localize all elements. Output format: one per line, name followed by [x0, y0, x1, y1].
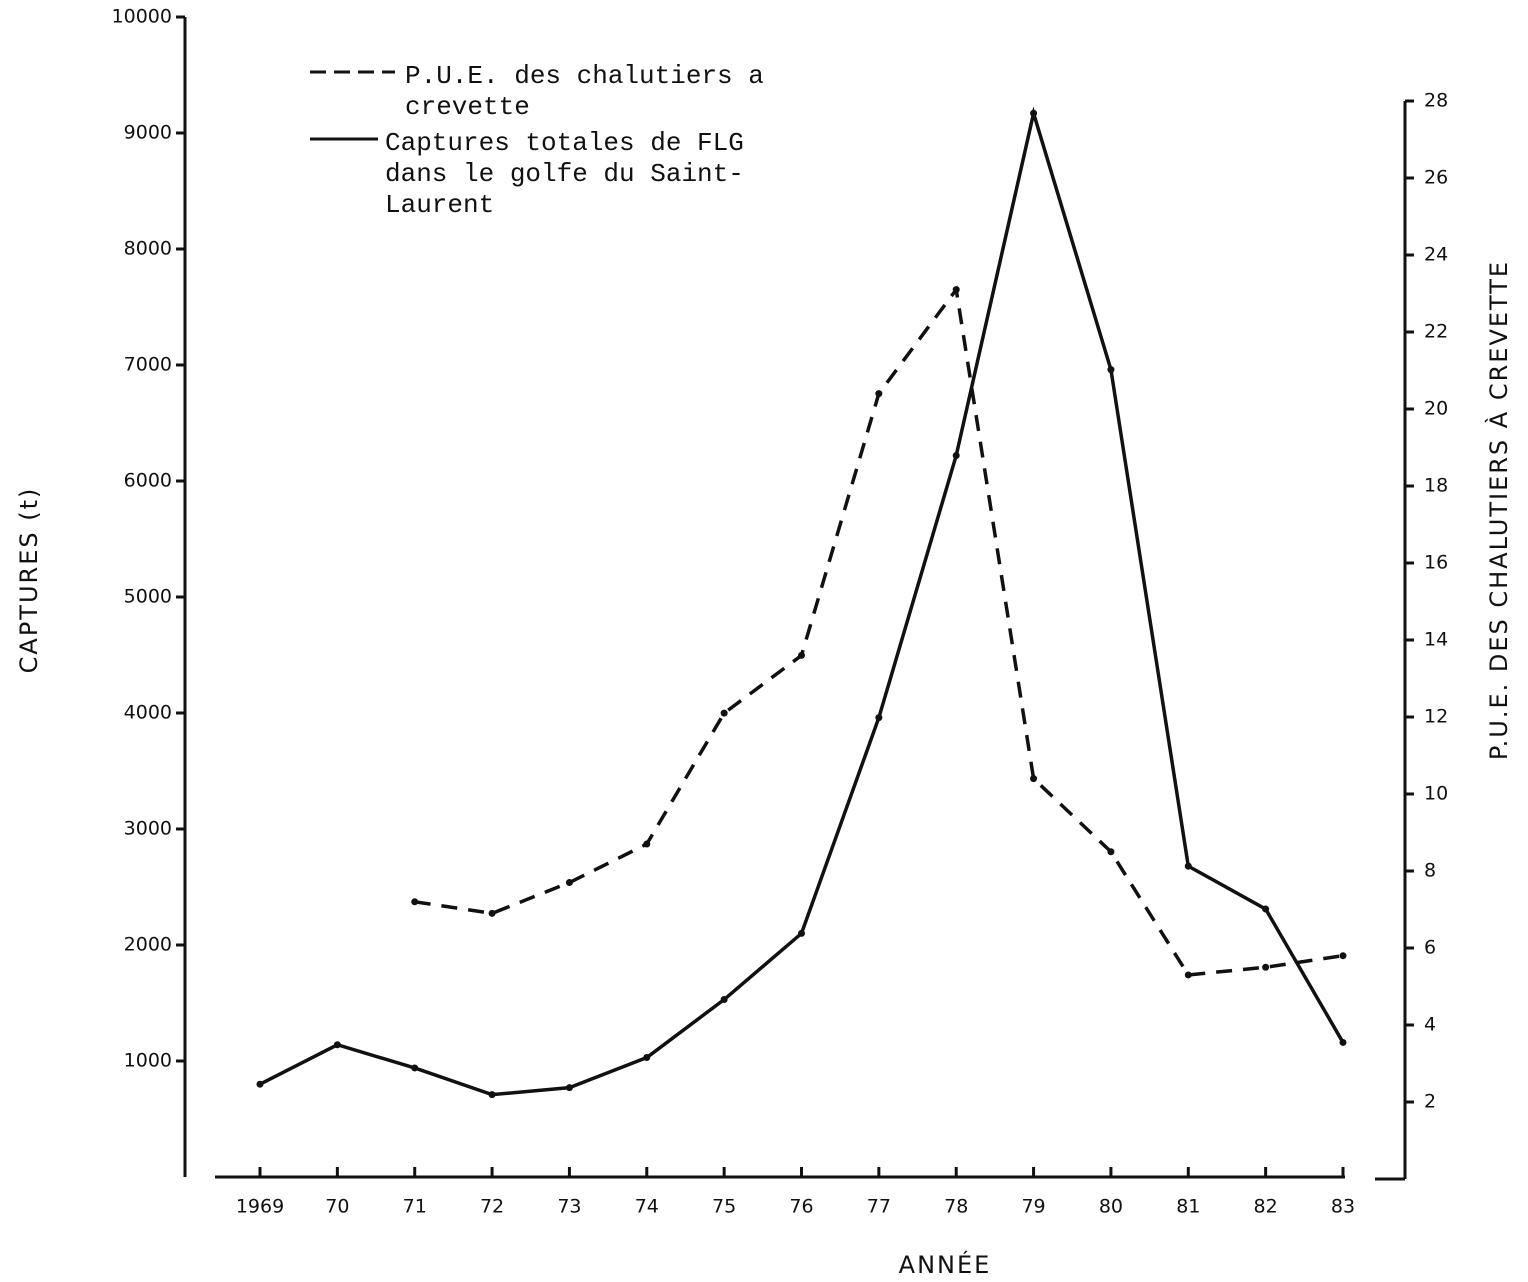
y-tick-label: 2000	[124, 934, 172, 956]
data-point	[411, 1064, 419, 1072]
x-tick-label: 73	[557, 1196, 581, 1218]
y2-tick-label: 16	[1424, 552, 1448, 574]
y2-tick-label: 20	[1424, 398, 1448, 420]
y2-tick-label: 10	[1424, 783, 1448, 805]
y2-tick-label: 8	[1424, 860, 1436, 882]
data-point	[643, 840, 651, 848]
data-point	[1030, 109, 1038, 117]
x-tick-label: 80	[1099, 1196, 1123, 1218]
data-point	[952, 451, 960, 459]
y2-tick-label: 2	[1424, 1091, 1436, 1113]
x-tick-label: 1969	[236, 1196, 284, 1218]
x-tick-label: 75	[712, 1196, 736, 1218]
y-tick-label: 1000	[124, 1050, 172, 1072]
y-tick-label: 8000	[124, 238, 172, 260]
data-point	[411, 898, 419, 906]
data-point	[1339, 952, 1347, 960]
y2-tick-label: 26	[1424, 167, 1448, 189]
x-tick-label: 78	[944, 1196, 968, 1218]
x-tick-label: 72	[480, 1196, 504, 1218]
data-point	[1184, 971, 1192, 979]
x-axis-title: ANNÉE	[899, 1250, 992, 1279]
y-axis-title: CAPTURES (t)	[15, 487, 43, 674]
x-tick-label: 74	[635, 1196, 659, 1218]
y2-tick-label: 28	[1424, 90, 1448, 112]
y2-tick-label: 14	[1424, 629, 1448, 651]
data-point	[333, 1041, 341, 1049]
series-line	[259, 106, 1345, 1097]
y2-tick-label: 18	[1424, 475, 1448, 497]
x-tick-label: 76	[789, 1196, 813, 1218]
data-point	[1107, 848, 1115, 856]
x-tick-label: 81	[1176, 1196, 1200, 1218]
data-point	[565, 879, 573, 887]
data-point	[488, 909, 496, 917]
legend-label: Captures totales de FLG dans le golfe du…	[385, 128, 759, 220]
data-point	[798, 929, 805, 937]
data-point	[256, 1080, 264, 1088]
x-tick-label: 82	[1254, 1196, 1278, 1218]
data-point	[720, 709, 728, 717]
data-point	[720, 996, 728, 1004]
x-tick-label: 83	[1331, 1196, 1355, 1218]
x-tick-label: 71	[403, 1196, 427, 1218]
data-point	[952, 286, 960, 294]
data-point	[1184, 862, 1192, 870]
data-point	[875, 390, 883, 398]
y2-tick-label: 6	[1424, 937, 1436, 959]
y-tick-label: 6000	[124, 470, 172, 492]
x-tick-label: 70	[325, 1196, 349, 1218]
data-point	[1030, 775, 1038, 783]
data-point	[488, 1091, 496, 1099]
y2-tick-label: 4	[1424, 1014, 1436, 1036]
x-tick-label: 79	[1021, 1196, 1045, 1218]
legend-label: P.U.E. des chalutiers a crevette	[405, 61, 779, 122]
y-tick-label: 7000	[124, 354, 172, 376]
data-point	[643, 1054, 651, 1062]
y-tick-label: 9000	[124, 122, 172, 144]
y2-axis-title: P.U.E. DES CHALUTIERS À CREVETTE	[1484, 260, 1513, 760]
y-tick-label: 10000	[112, 6, 172, 28]
y2-tick-label: 12	[1424, 706, 1448, 728]
data-point	[1339, 1038, 1347, 1046]
x-tick-label: 77	[867, 1196, 891, 1218]
data-point	[1262, 905, 1270, 913]
y-tick-label: 3000	[124, 818, 172, 840]
data-point	[1107, 366, 1115, 374]
y-tick-label: 5000	[124, 586, 172, 608]
y2-tick-label: 22	[1424, 321, 1448, 343]
y2-tick-label: 24	[1424, 244, 1448, 266]
data-point	[565, 1084, 573, 1092]
data-point	[875, 714, 883, 722]
data-point	[798, 651, 805, 659]
y-tick-label: 4000	[124, 702, 172, 724]
data-point	[1262, 963, 1270, 971]
